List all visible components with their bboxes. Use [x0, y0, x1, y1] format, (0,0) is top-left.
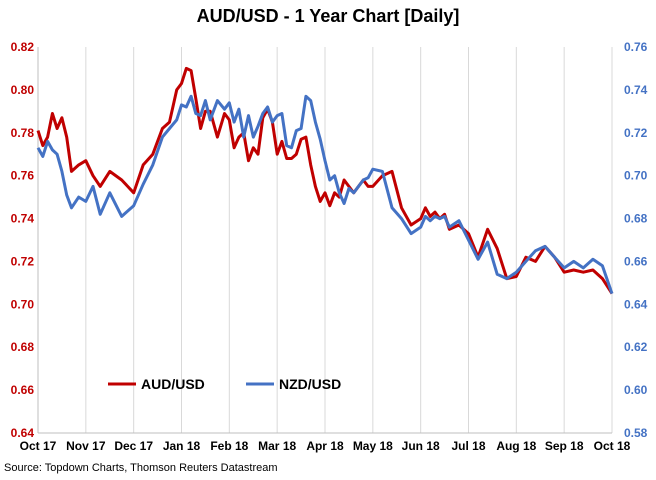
legend-aud-label: AUD/USD: [141, 376, 205, 392]
series-lines: [36, 66, 614, 295]
source-note: Source: Topdown Charts, Thomson Reuters …: [4, 462, 278, 474]
x-tick-label: Nov 17: [66, 439, 106, 453]
legend-nzd-label: NZD/USD: [279, 376, 341, 392]
x-axis-ticks: Oct 17 Nov 17 Dec 17 Jan 18 Feb 18 Mar 18 Apr …: [20, 439, 631, 453]
right-tick-label: 0.74: [624, 83, 648, 97]
aud-usd-line: [36, 66, 614, 295]
right-tick-label: 0.60: [624, 383, 648, 397]
x-tick-label: Sep 18: [545, 439, 584, 453]
right-tick-label: 0.76: [624, 40, 648, 54]
left-tick-label: 0.64: [11, 426, 35, 440]
x-tick-label: Jun 18: [402, 439, 440, 453]
left-axis-ticks: 0.64 0.66 0.68 0.70 0.72 0.74 0.76 0.78 0.80 0.82: [11, 40, 35, 440]
left-tick-label: 0.76: [11, 169, 35, 183]
x-tick-label: Dec 17: [114, 439, 153, 453]
right-tick-label: 0.70: [624, 169, 648, 183]
x-tick-label: Mar 18: [258, 439, 296, 453]
left-tick-label: 0.68: [11, 340, 35, 354]
right-tick-label: 0.62: [624, 340, 648, 354]
right-tick-label: 0.66: [624, 254, 648, 268]
x-tick-label: Oct 17: [20, 439, 57, 453]
left-tick-label: 0.72: [11, 254, 35, 268]
left-tick-label: 0.66: [11, 383, 35, 397]
axes: [37, 47, 612, 434]
right-tick-label: 0.68: [624, 212, 648, 226]
x-tick-label: Feb 18: [210, 439, 248, 453]
x-tick-label: May 18: [353, 439, 393, 453]
x-tick-label: Oct 18: [594, 439, 631, 453]
x-tick-label: Aug 18: [496, 439, 536, 453]
x-tick-label: Apr 18: [306, 439, 344, 453]
left-tick-label: 0.70: [11, 297, 35, 311]
left-tick-label: 0.80: [11, 83, 35, 97]
right-axis-ticks: 0.58 0.60 0.62 0.64 0.66 0.68 0.70 0.72 0.74 0.76: [624, 40, 648, 440]
left-tick-label: 0.74: [11, 212, 35, 226]
nzd-usd-line: [36, 94, 614, 295]
left-tick-label: 0.82: [11, 40, 35, 54]
left-tick-label: 0.78: [11, 126, 35, 140]
right-tick-label: 0.58: [624, 426, 648, 440]
x-tick-label: Jan 18: [163, 439, 201, 453]
right-tick-label: 0.64: [624, 297, 648, 311]
chart-title: AUD/USD - 1 Year Chart [Daily]: [196, 6, 460, 26]
right-tick-label: 0.72: [624, 126, 648, 140]
legend: AUD/USD NZD/USD: [108, 376, 341, 392]
x-tick-label: Jul 18: [451, 439, 485, 453]
